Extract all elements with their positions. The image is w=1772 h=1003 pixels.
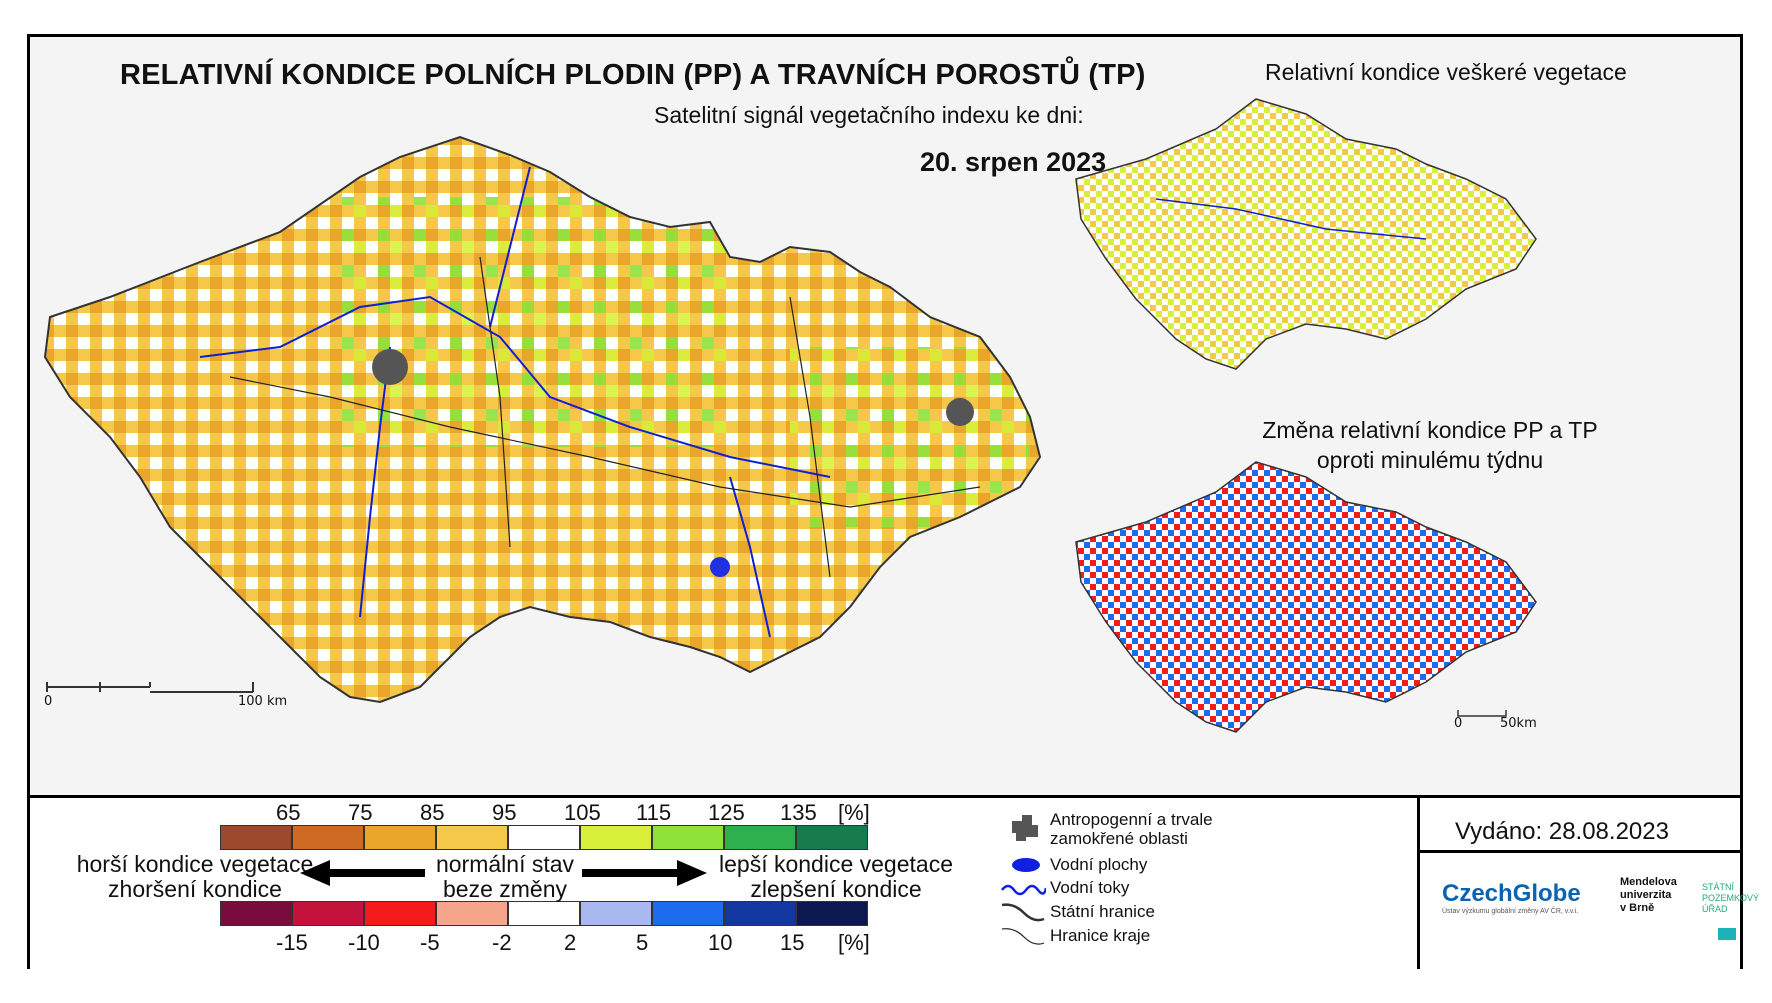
change-color-scale bbox=[220, 901, 868, 926]
condition-swatch bbox=[508, 825, 580, 850]
issued-divider bbox=[1420, 850, 1740, 853]
change-swatch bbox=[436, 901, 508, 926]
legend-divider bbox=[1417, 798, 1420, 969]
spu-line3: ÚŘAD bbox=[1702, 904, 1728, 914]
water-areas-label: Vodní plochy bbox=[1050, 855, 1148, 874]
better-line1: lepší kondice vegetace bbox=[719, 851, 953, 877]
change-tick: -10 bbox=[348, 930, 380, 955]
better-line2: zlepšení kondice bbox=[750, 876, 922, 902]
small-scale-start: 0 bbox=[1454, 716, 1463, 731]
legend-panel: 65 75 85 95 105 115 125 135 [%] -15 -10 -5 -2 2 5 10 15… bbox=[30, 795, 1759, 969]
condition-tick: 105 bbox=[564, 800, 601, 825]
condition-swatch bbox=[220, 825, 292, 850]
mendel-line2: univerzita bbox=[1620, 889, 1672, 901]
condition-tick: 125 bbox=[708, 800, 745, 825]
change-tick: 2 bbox=[564, 930, 577, 955]
czechglobe-sub: Ústav výzkumu globální změny AV ČR, v.v.… bbox=[1442, 908, 1579, 915]
change-swatch bbox=[508, 901, 580, 926]
overall-vegetation-map bbox=[1075, 98, 1537, 370]
mendel-line1: Mendelova bbox=[1620, 876, 1677, 888]
region-border-icon bbox=[1001, 928, 1045, 945]
date-label: 20. srpen 2023 bbox=[920, 147, 1107, 177]
main-condition-map bbox=[43, 135, 1042, 704]
normal-text: normální stav beze změny bbox=[420, 852, 590, 902]
right-map-2-title: Změna relativní kondice PP a TP oproti m… bbox=[1230, 415, 1630, 475]
mendel-line3: v Brně bbox=[1620, 902, 1655, 914]
anthropogenic-line2: zamokřené oblasti bbox=[1050, 829, 1188, 848]
mendel-logo: Mendelova univerzita v Brně bbox=[1620, 876, 1677, 915]
right-map-1-title: Relativní kondice veškeré vegetace bbox=[1265, 59, 1627, 85]
right-map-2-title-line2: oproti minulému týdnu bbox=[1316, 447, 1544, 473]
spu-line2: POZEMKOVÝ bbox=[1702, 893, 1760, 903]
worse-line2: zhoršení kondice bbox=[108, 876, 282, 902]
condition-swatch bbox=[292, 825, 364, 850]
map-frame: RELATIVNÍ KONDICE POLNÍCH PLODIN (PP) A … bbox=[27, 34, 1759, 969]
condition-swatch bbox=[652, 825, 724, 850]
change-swatch bbox=[724, 901, 796, 926]
change-tick: 10 bbox=[708, 930, 733, 955]
condition-tick: 135 bbox=[780, 800, 817, 825]
map-area: RELATIVNÍ KONDICE POLNÍCH PLODIN (PP) A … bbox=[30, 37, 1740, 795]
worse-text: horší kondice vegetace zhoršení kondice bbox=[60, 852, 330, 902]
water-streams-label: Vodní toky bbox=[1050, 878, 1130, 897]
right-map-2-title-line1: Změna relativní kondice PP a TP bbox=[1262, 417, 1598, 443]
anthropogenic-label: Antropogenní a trvale zamokřené oblasti bbox=[1050, 810, 1213, 848]
normal-line2: beze změny bbox=[442, 876, 567, 902]
change-swatch bbox=[364, 901, 436, 926]
right-arrow-icon bbox=[582, 860, 707, 886]
condition-color-scale bbox=[220, 825, 868, 850]
state-border-icon bbox=[1001, 903, 1045, 922]
anthropogenic-icon bbox=[1012, 815, 1038, 841]
small-scale-end: 50km bbox=[1500, 716, 1537, 731]
page-title: RELATIVNÍ KONDICE POLNÍCH PLODIN (PP) A … bbox=[120, 59, 1146, 91]
condition-tick: 65 bbox=[276, 800, 301, 825]
condition-swatch bbox=[796, 825, 868, 850]
issued-date: Vydáno: 28.08.2023 bbox=[1455, 818, 1669, 845]
spu-logo-mark bbox=[1718, 928, 1736, 940]
change-tick: -15 bbox=[276, 930, 308, 955]
change-swatch bbox=[292, 901, 364, 926]
region-border-label: Hranice kraje bbox=[1050, 926, 1151, 945]
state-border-label: Státní hranice bbox=[1050, 902, 1155, 921]
change-tick: 5 bbox=[636, 930, 649, 955]
condition-tick: 115 bbox=[636, 800, 672, 825]
change-map bbox=[1075, 461, 1537, 733]
left-arrow-icon bbox=[300, 860, 425, 886]
czechglobe-logo: CzechGlobe bbox=[1442, 880, 1581, 907]
subtitle: Satelitní signál vegetačního indexu ke d… bbox=[654, 102, 1084, 128]
condition-tick: 95 bbox=[492, 800, 517, 825]
water-stream-icon bbox=[1001, 884, 1046, 896]
change-swatch bbox=[220, 901, 292, 926]
condition-swatch bbox=[436, 825, 508, 850]
anthropogenic-line1: Antropogenní a trvale bbox=[1050, 810, 1213, 829]
water-area-icon bbox=[1012, 858, 1040, 872]
better-text: lepší kondice vegetace zlepšení kondice bbox=[706, 852, 966, 902]
change-tick: 15 bbox=[780, 930, 805, 955]
condition-tick: [%] bbox=[838, 800, 870, 825]
worse-line1: horší kondice vegetace bbox=[76, 851, 314, 877]
change-tick: -2 bbox=[492, 930, 512, 955]
main-scale-end: 100 km bbox=[238, 694, 288, 709]
condition-swatch bbox=[580, 825, 652, 850]
main-scale-start: 0 bbox=[44, 694, 53, 709]
change-swatch bbox=[796, 901, 868, 926]
condition-swatch bbox=[364, 825, 436, 850]
change-tick: -5 bbox=[420, 930, 440, 955]
condition-swatch bbox=[724, 825, 796, 850]
condition-tick: 75 bbox=[348, 800, 373, 825]
change-swatch bbox=[580, 901, 652, 926]
spu-line1: STÁTNÍ bbox=[1702, 882, 1735, 892]
spu-logo: STÁTNÍ POZEMKOVÝ ÚŘAD bbox=[1702, 882, 1759, 915]
change-tick: [%] bbox=[838, 930, 870, 955]
normal-line1: normální stav bbox=[435, 851, 575, 877]
condition-tick: 85 bbox=[420, 800, 445, 825]
change-swatch bbox=[652, 901, 724, 926]
